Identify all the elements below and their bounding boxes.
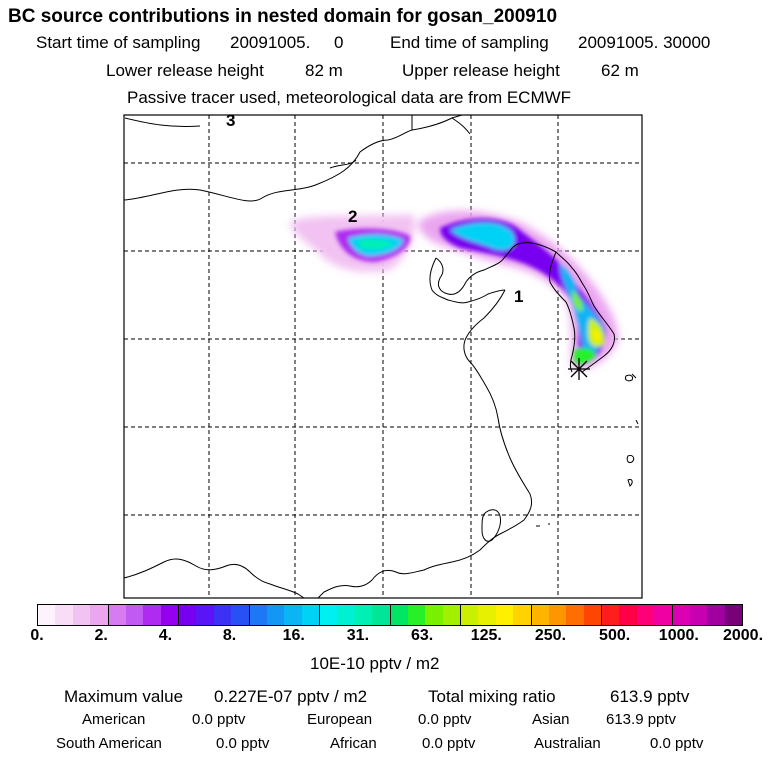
region-value-asian: 613.9 pptv bbox=[606, 711, 677, 728]
region-name-south-american: South American bbox=[56, 735, 162, 752]
map-title: BC source contributions in nested domain… bbox=[8, 6, 558, 27]
region-name-african: African bbox=[330, 735, 377, 752]
total-mixing-ratio-value: 613.9 pptv bbox=[610, 687, 690, 706]
colorbar-cell bbox=[707, 605, 725, 625]
colorbar-tick-label: 63. bbox=[410, 627, 434, 644]
colorbar-cell bbox=[442, 605, 461, 625]
receptor-star-marker bbox=[568, 358, 590, 380]
colorbar-tick-label: 8. bbox=[222, 627, 237, 644]
colorbar-cell bbox=[108, 605, 126, 625]
colorbar-cell bbox=[284, 605, 302, 625]
colorbar-cell bbox=[38, 605, 56, 625]
colorbar-cell bbox=[390, 605, 408, 625]
colorbar-cell bbox=[619, 605, 637, 625]
colorbar-cell bbox=[213, 605, 232, 625]
upper-release-height-label: Upper release height bbox=[402, 61, 560, 80]
colorbar-cell bbox=[689, 605, 708, 625]
colorbar-cell bbox=[495, 605, 514, 625]
region-label-3: 3 bbox=[226, 111, 235, 130]
region-value-american: 0.0 pptv bbox=[192, 711, 246, 728]
colorbar-cell bbox=[337, 605, 355, 625]
region-value-australian: 0.0 pptv bbox=[650, 735, 704, 752]
region-name-european: European bbox=[307, 711, 373, 728]
colorbar-cell bbox=[90, 605, 109, 625]
colorbar-cell bbox=[602, 605, 620, 625]
region-label-2: 2 bbox=[348, 207, 357, 226]
colorbar-tick-label: 2. bbox=[94, 627, 108, 644]
region-value-african: 0.0 pptv bbox=[422, 735, 476, 752]
colorbar-cell bbox=[425, 605, 443, 625]
max-value-label: Maximum value bbox=[64, 687, 184, 706]
colorbar-cell bbox=[566, 605, 584, 625]
colorbar-cell bbox=[266, 605, 285, 625]
colorbar-cell bbox=[72, 605, 91, 625]
region-value-european: 0.0 pptv bbox=[418, 711, 472, 728]
colorbar-cell bbox=[55, 605, 73, 625]
region-label-1: 1 bbox=[514, 287, 523, 306]
lower-release-height-value: 82 m bbox=[305, 61, 343, 80]
colorbar-cell bbox=[372, 605, 391, 625]
colorbar-cell bbox=[249, 605, 267, 625]
colorbar-cell bbox=[478, 605, 496, 625]
colorbar-cell bbox=[513, 605, 532, 625]
colorbar-tick-label: 0. bbox=[30, 627, 44, 644]
colorbar-cell bbox=[583, 605, 602, 625]
region-value-south-american: 0.0 pptv bbox=[216, 735, 270, 752]
colorbar-tick-label: 500. bbox=[599, 627, 631, 644]
colorbar-tick-label: 31. bbox=[346, 627, 370, 644]
colorbar-cell bbox=[548, 605, 567, 625]
start-time-value: 20091005. 0 bbox=[230, 33, 344, 52]
colorbar-cell bbox=[301, 605, 320, 625]
colorbar-cell bbox=[407, 605, 426, 625]
colorbar-cell bbox=[160, 605, 179, 625]
colorbar bbox=[37, 604, 743, 626]
colorbar-cell bbox=[724, 605, 742, 625]
colorbar-cell bbox=[320, 605, 338, 625]
map-frame bbox=[123, 114, 643, 599]
colorbar-cell bbox=[654, 605, 673, 625]
max-value: 0.227E-07 pptv / m2 bbox=[214, 687, 368, 706]
lower-release-height-label: Lower release height bbox=[106, 61, 264, 80]
colorbar-tick-label: 250. bbox=[534, 627, 567, 644]
region-name-american: American bbox=[82, 711, 146, 728]
colorbar-cell bbox=[636, 605, 655, 625]
total-mixing-ratio-label: Total mixing ratio bbox=[428, 687, 556, 706]
colorbar-cell bbox=[672, 605, 690, 625]
start-time-label: Start time of sampling bbox=[36, 33, 201, 52]
colorbar-cell bbox=[531, 605, 549, 625]
tracer-note: Passive tracer used, meteorological data… bbox=[127, 88, 572, 107]
end-time-value: 20091005. 30000 bbox=[578, 33, 711, 52]
contribution-plume bbox=[290, 210, 619, 369]
region-name-asian: Asian bbox=[532, 711, 570, 728]
colorbar-cell bbox=[231, 605, 250, 625]
colorbar-cell bbox=[196, 605, 214, 625]
colorbar-cell bbox=[179, 605, 197, 625]
colorbar-cell bbox=[125, 605, 144, 625]
colorbar-tick-label: 4. bbox=[158, 627, 173, 644]
colorbar-cell bbox=[354, 605, 373, 625]
colorbar-tick-label: 125. bbox=[470, 627, 502, 644]
map-panel: 1 2 3 bbox=[123, 111, 643, 599]
colorbar-unit: 10E-10 pptv / m2 bbox=[310, 654, 440, 673]
colorbar-cell bbox=[461, 605, 479, 625]
upper-release-height-value: 62 m bbox=[601, 61, 639, 80]
region-name-australian: Australian bbox=[534, 735, 601, 752]
coastlines bbox=[124, 115, 639, 598]
colorbar-tick-label: 2000. bbox=[722, 627, 764, 644]
colorbar-tick-label: 16. bbox=[282, 627, 305, 644]
end-time-label: End time of sampling bbox=[390, 33, 549, 52]
lat-lon-grid bbox=[124, 115, 642, 598]
colorbar-tick-label: 1000. bbox=[658, 627, 699, 644]
colorbar-cell bbox=[143, 605, 161, 625]
